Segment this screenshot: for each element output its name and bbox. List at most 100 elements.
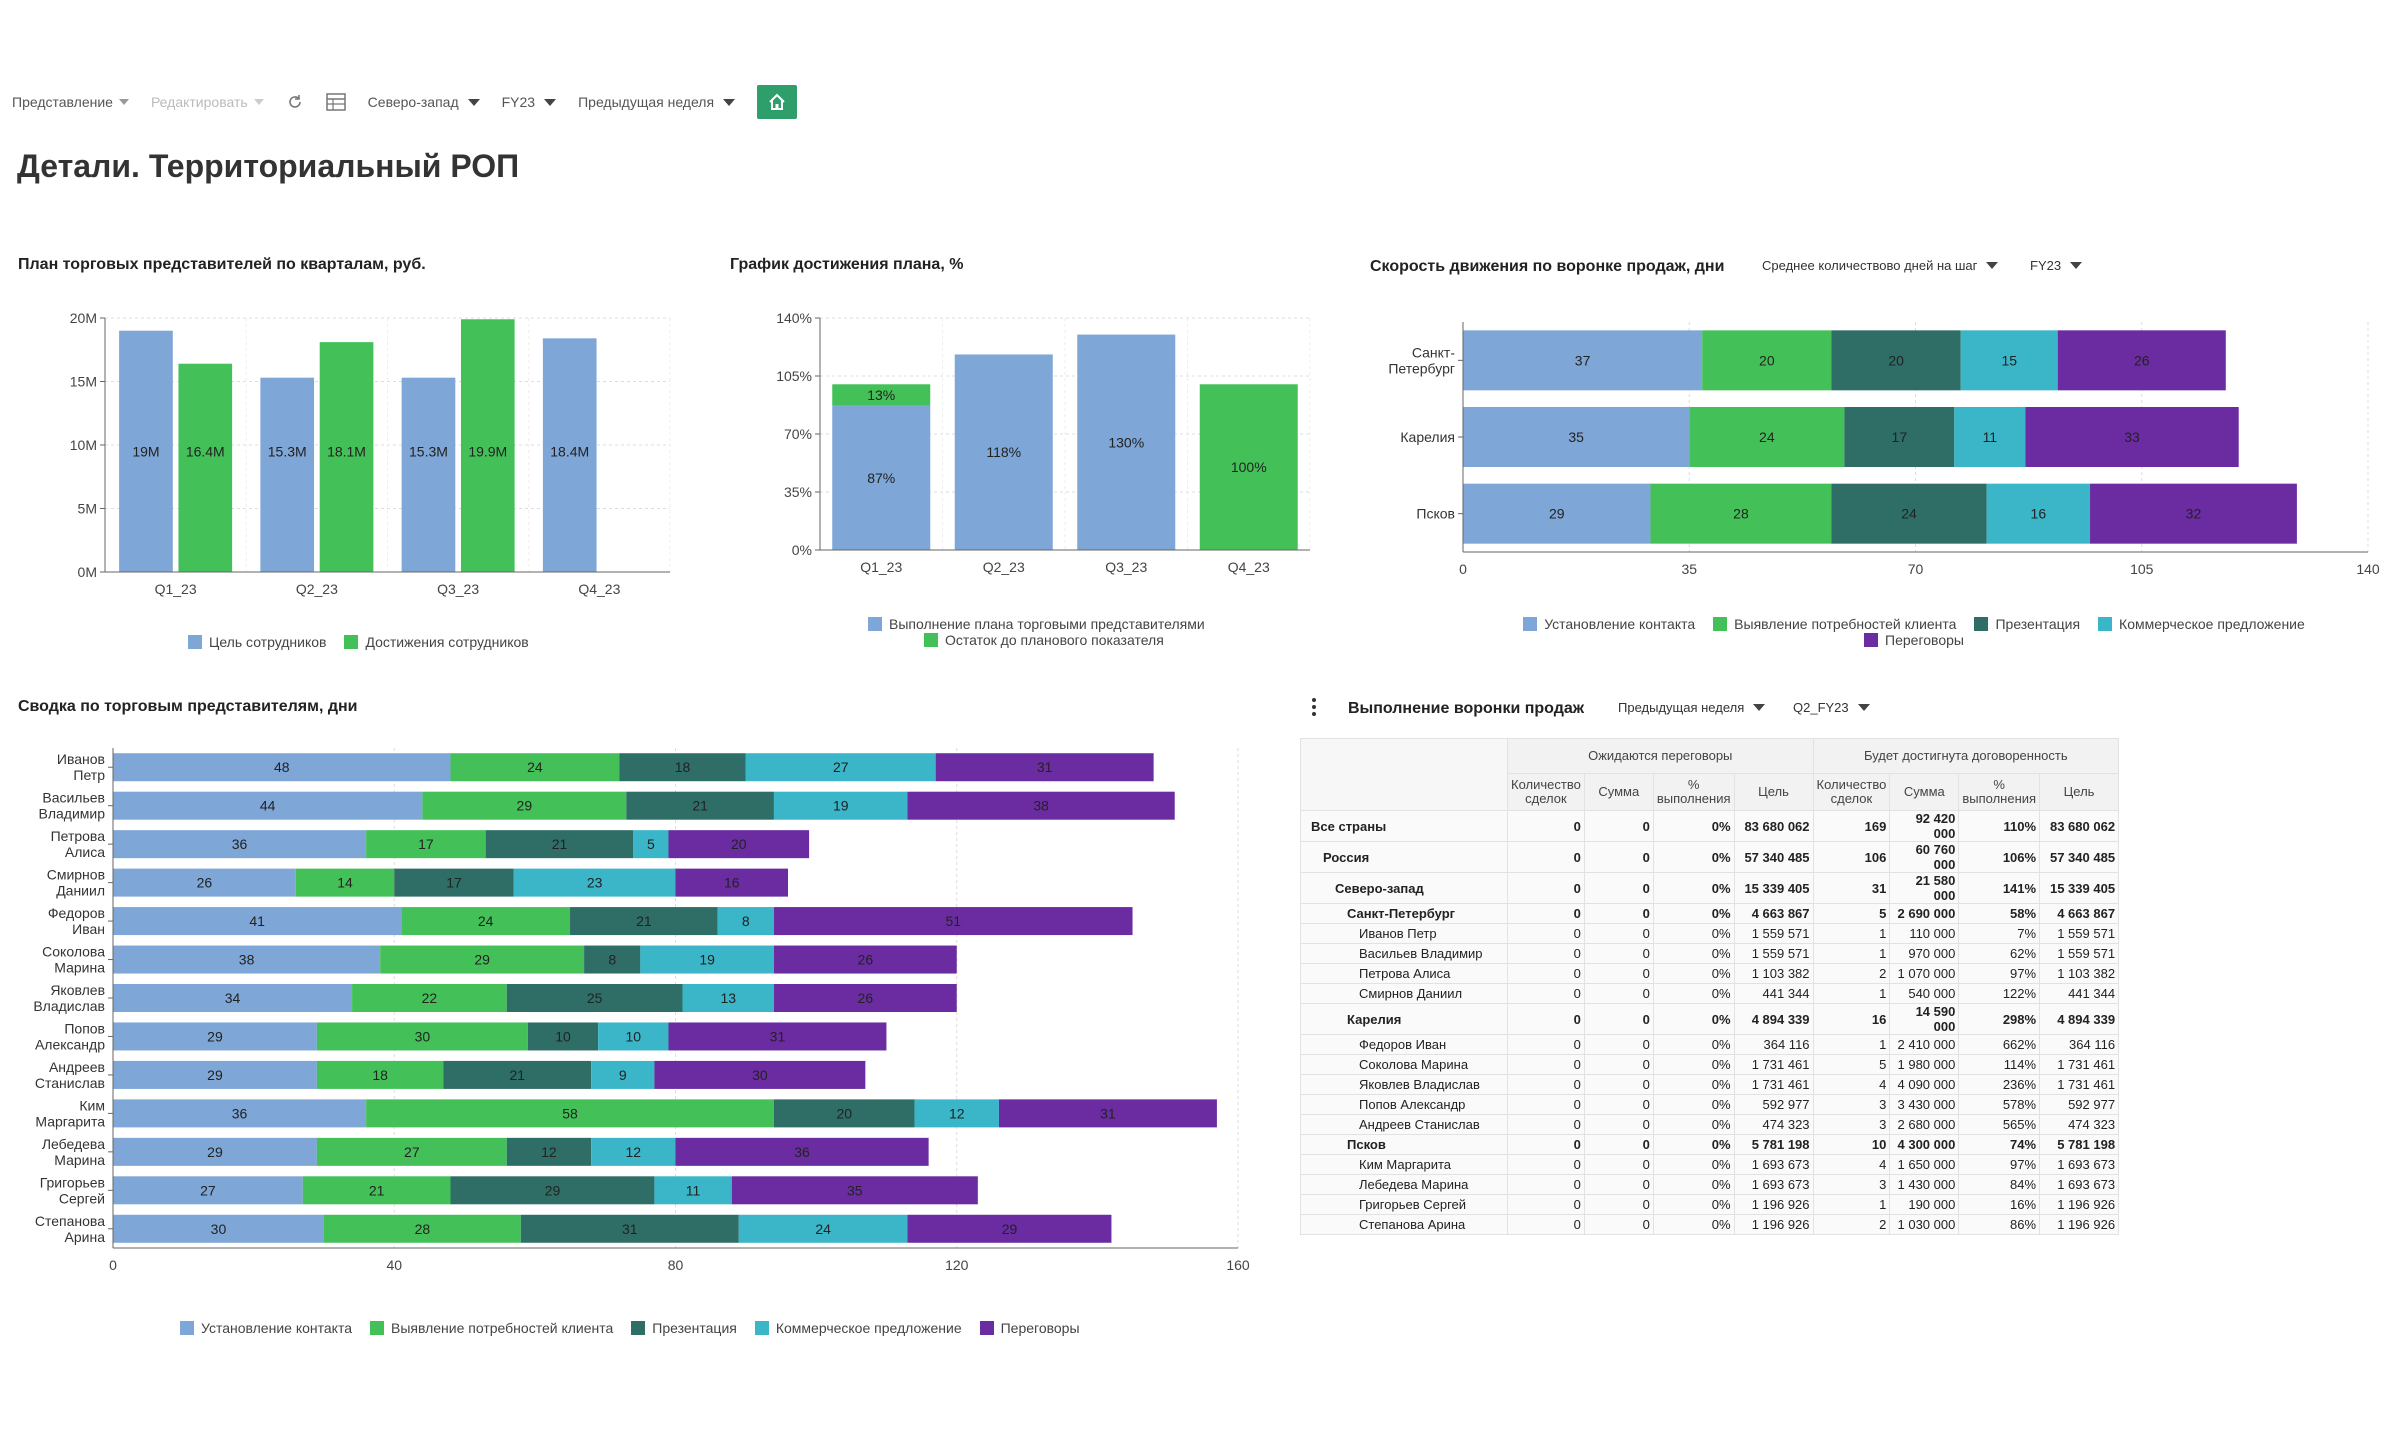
table-row[interactable]: Григорьев Сергей 0 0 0% 1 196 926 1 190 000 16%… <box>1300 1194 2120 1215</box>
data-label: 13 <box>720 990 736 1006</box>
group-header: Ожидаются переговоры <box>1507 738 1814 774</box>
table-row[interactable]: Смирнов Даниил 0 0 0% 441 344 1 540 000 122% 441… <box>1300 983 2120 1004</box>
table-cell: 1 693 673 <box>2039 1174 2120 1195</box>
funnel-quarter-filter[interactable]: Q2_FY23 <box>1793 700 1870 715</box>
data-label: 19 <box>699 952 715 968</box>
table-row[interactable]: Ким Маргарита 0 0 0% 1 693 673 4 1 650 000 97% 1… <box>1300 1154 2120 1175</box>
y-category-label: Степанова Арина <box>35 1213 105 1245</box>
funnel-period-filter[interactable]: Предыдущая неделя <box>1618 700 1766 715</box>
home-button[interactable] <box>757 85 798 119</box>
legend-item[interactable]: Коммерческое предложение <box>2098 616 2305 632</box>
speed-year-filter[interactable]: FY23 <box>2030 258 2083 273</box>
column-header[interactable]: Количество сделок <box>1812 773 1891 811</box>
table-cell: 0% <box>1652 810 1735 842</box>
column-header[interactable]: Количество сделок <box>1507 773 1585 811</box>
x-tick-label: Q1_23 <box>155 581 197 597</box>
table-row[interactable]: Яковлев Владислав 0 0 0% 1 731 461 4 4 090 000… <box>1300 1074 2120 1095</box>
table-cell: 5 <box>1812 1054 1891 1075</box>
legend-item[interactable]: Установление контакта <box>180 1320 352 1336</box>
table-row[interactable]: Петрова Алиса 0 0 0% 1 103 382 2 1 070 000 97% 1… <box>1300 963 2120 984</box>
column-header[interactable]: Цель <box>1733 773 1814 811</box>
bar <box>914 1099 999 1128</box>
table-row[interactable]: Все страны 0 0 0% 83 680 062 169 92 420 000 110… <box>1300 810 2120 842</box>
x-tick-label: Q2_23 <box>983 559 1025 575</box>
table-header-row: Количество сделок Сумма% выполнения Цель Ко… <box>1301 773 2120 811</box>
column-header[interactable]: Сумма <box>1583 773 1654 811</box>
legend-item[interactable]: Выполнение плана торговыми представителя… <box>868 616 1205 632</box>
legend-item[interactable]: Остаток до планового показателя <box>924 632 1164 648</box>
table-cell: 0 <box>1507 983 1585 1004</box>
legend-item[interactable]: Выявление потребностей клиента <box>369 1320 613 1336</box>
table-cell: 1 430 000 <box>1889 1174 1960 1195</box>
table-row[interactable]: Иванов Петр 0 0 0% 1 559 571 1 110 000 7% 1 559 … <box>1300 923 2120 944</box>
legend-item[interactable]: Цель сотрудников <box>188 634 326 650</box>
edit-menu[interactable]: Редактировать <box>151 94 264 110</box>
column-header[interactable]: % выполнения <box>1958 773 2041 811</box>
table-row[interactable]: Попов Александр 0 0 0% 592 977 3 3 430 000 578%… <box>1300 1094 2120 1115</box>
table-row[interactable]: Федоров Иван 0 0 0% 364 116 1 2 410 000 662% 364… <box>1300 1034 2120 1055</box>
column-header[interactable]: Сумма <box>1889 773 1960 811</box>
table-row[interactable]: Лебедева Марина 0 0 0% 1 693 673 3 1 430 000 84… <box>1300 1174 2120 1195</box>
legend-item[interactable]: Презентация <box>631 1320 737 1336</box>
bar <box>1986 483 2091 544</box>
legend-item[interactable]: Переговоры <box>979 1320 1080 1336</box>
y-tick-label: 0M <box>78 564 97 580</box>
table-view-button[interactable] <box>325 93 346 111</box>
column-header[interactable]: % выполнения <box>1652 773 1735 811</box>
data-label: 10 <box>626 1028 642 1044</box>
table-cell: 1 070 000 <box>1889 963 1960 984</box>
table-cell: 1 650 000 <box>1889 1154 1960 1175</box>
bar <box>113 1137 317 1166</box>
more-options-icon[interactable] <box>1312 698 1316 719</box>
legend-item[interactable]: Коммерческое предложение <box>754 1320 962 1336</box>
legend-item[interactable]: Презентация <box>1974 616 2080 632</box>
table-cell: 0 <box>1507 1194 1585 1215</box>
row-label: Лебедева Марина <box>1300 1174 1508 1195</box>
table-row[interactable]: Степанова Арина 0 0 0% 1 196 926 2 1 030 000 86… <box>1300 1214 2120 1235</box>
speed-metric-filter[interactable]: Среднее количествово дней на шаг <box>1762 258 1999 273</box>
table-row[interactable]: Карелия 0 0 0% 4 894 339 16 14 590 000 298% 4 89… <box>1300 1003 2120 1035</box>
table-row[interactable]: Соколова Марина 0 0 0% 1 731 461 5 1 980 000 11… <box>1300 1054 2120 1075</box>
year-filter[interactable]: FY23 <box>502 94 557 110</box>
row-label: Андреев Станислав <box>1300 1114 1508 1135</box>
table-row[interactable]: Санкт-Петербург 0 0 0% 4 663 867 5 2 690 000 58… <box>1300 903 2120 924</box>
table-row[interactable]: Россия 0 0 0% 57 340 485 106 60 760 000 106% 57 … <box>1300 841 2120 873</box>
bar <box>1960 330 2058 391</box>
data-label: 27 <box>833 759 849 775</box>
legend-label: Выявление потребностей клиента <box>1734 616 1957 632</box>
table-cell: 0% <box>1652 963 1735 984</box>
table-row[interactable]: Васильев Владимир 0 0 0% 1 559 571 1 970 000 62… <box>1300 943 2120 964</box>
legend-item[interactable]: Достижения сотрудников <box>344 634 529 650</box>
y-tick-label: 70% <box>784 426 812 442</box>
data-label: 51 <box>945 913 961 929</box>
bar <box>113 984 353 1012</box>
legend-swatch <box>979 1321 994 1335</box>
period-filter[interactable]: Предыдущая неделя <box>578 94 736 110</box>
bar <box>654 1060 866 1089</box>
table-cell: 1 731 461 <box>2039 1054 2120 1075</box>
table-cell: 0 <box>1507 1094 1585 1115</box>
legend-item[interactable]: Переговоры <box>1864 632 1964 648</box>
view-menu[interactable]: Представление <box>12 94 129 110</box>
y-category-label: Андреев Станислав <box>35 1059 105 1091</box>
bar <box>527 1022 599 1051</box>
table-row[interactable]: Северо-запад 0 0 0% 15 339 405 31 21 580 000 14… <box>1300 872 2120 904</box>
row-label: Попов Александр <box>1300 1094 1508 1115</box>
table-cell: 2 <box>1812 963 1891 984</box>
data-label: 19M <box>132 443 159 459</box>
data-label: 21 <box>510 1067 526 1083</box>
legend-item[interactable]: Установление контакта <box>1523 616 1695 632</box>
table-cell: 1 196 926 <box>2039 1214 2120 1235</box>
refresh-button[interactable] <box>286 93 304 111</box>
table-cell: 0% <box>1652 983 1735 1004</box>
y-category-label: Попов Александр <box>35 1020 105 1052</box>
speed-metric-filter-value: Среднее количествово дней на шаг <box>1762 258 1978 273</box>
region-filter[interactable]: Северо-запад <box>368 94 480 110</box>
table-row[interactable]: Псков 0 0 0% 5 781 198 10 4 300 000 74% 5 781 19… <box>1300 1134 2120 1155</box>
table-cell: 92 420 000 <box>1889 810 1960 842</box>
table-icon <box>325 93 346 111</box>
column-header[interactable]: Цель <box>2039 773 2120 811</box>
data-label: 12 <box>949 1105 965 1121</box>
legend-item[interactable]: Выявление потребностей клиента <box>1713 616 1956 632</box>
table-row[interactable]: Андреев Станислав 0 0 0% 474 323 3 2 680 000 56… <box>1300 1114 2120 1135</box>
